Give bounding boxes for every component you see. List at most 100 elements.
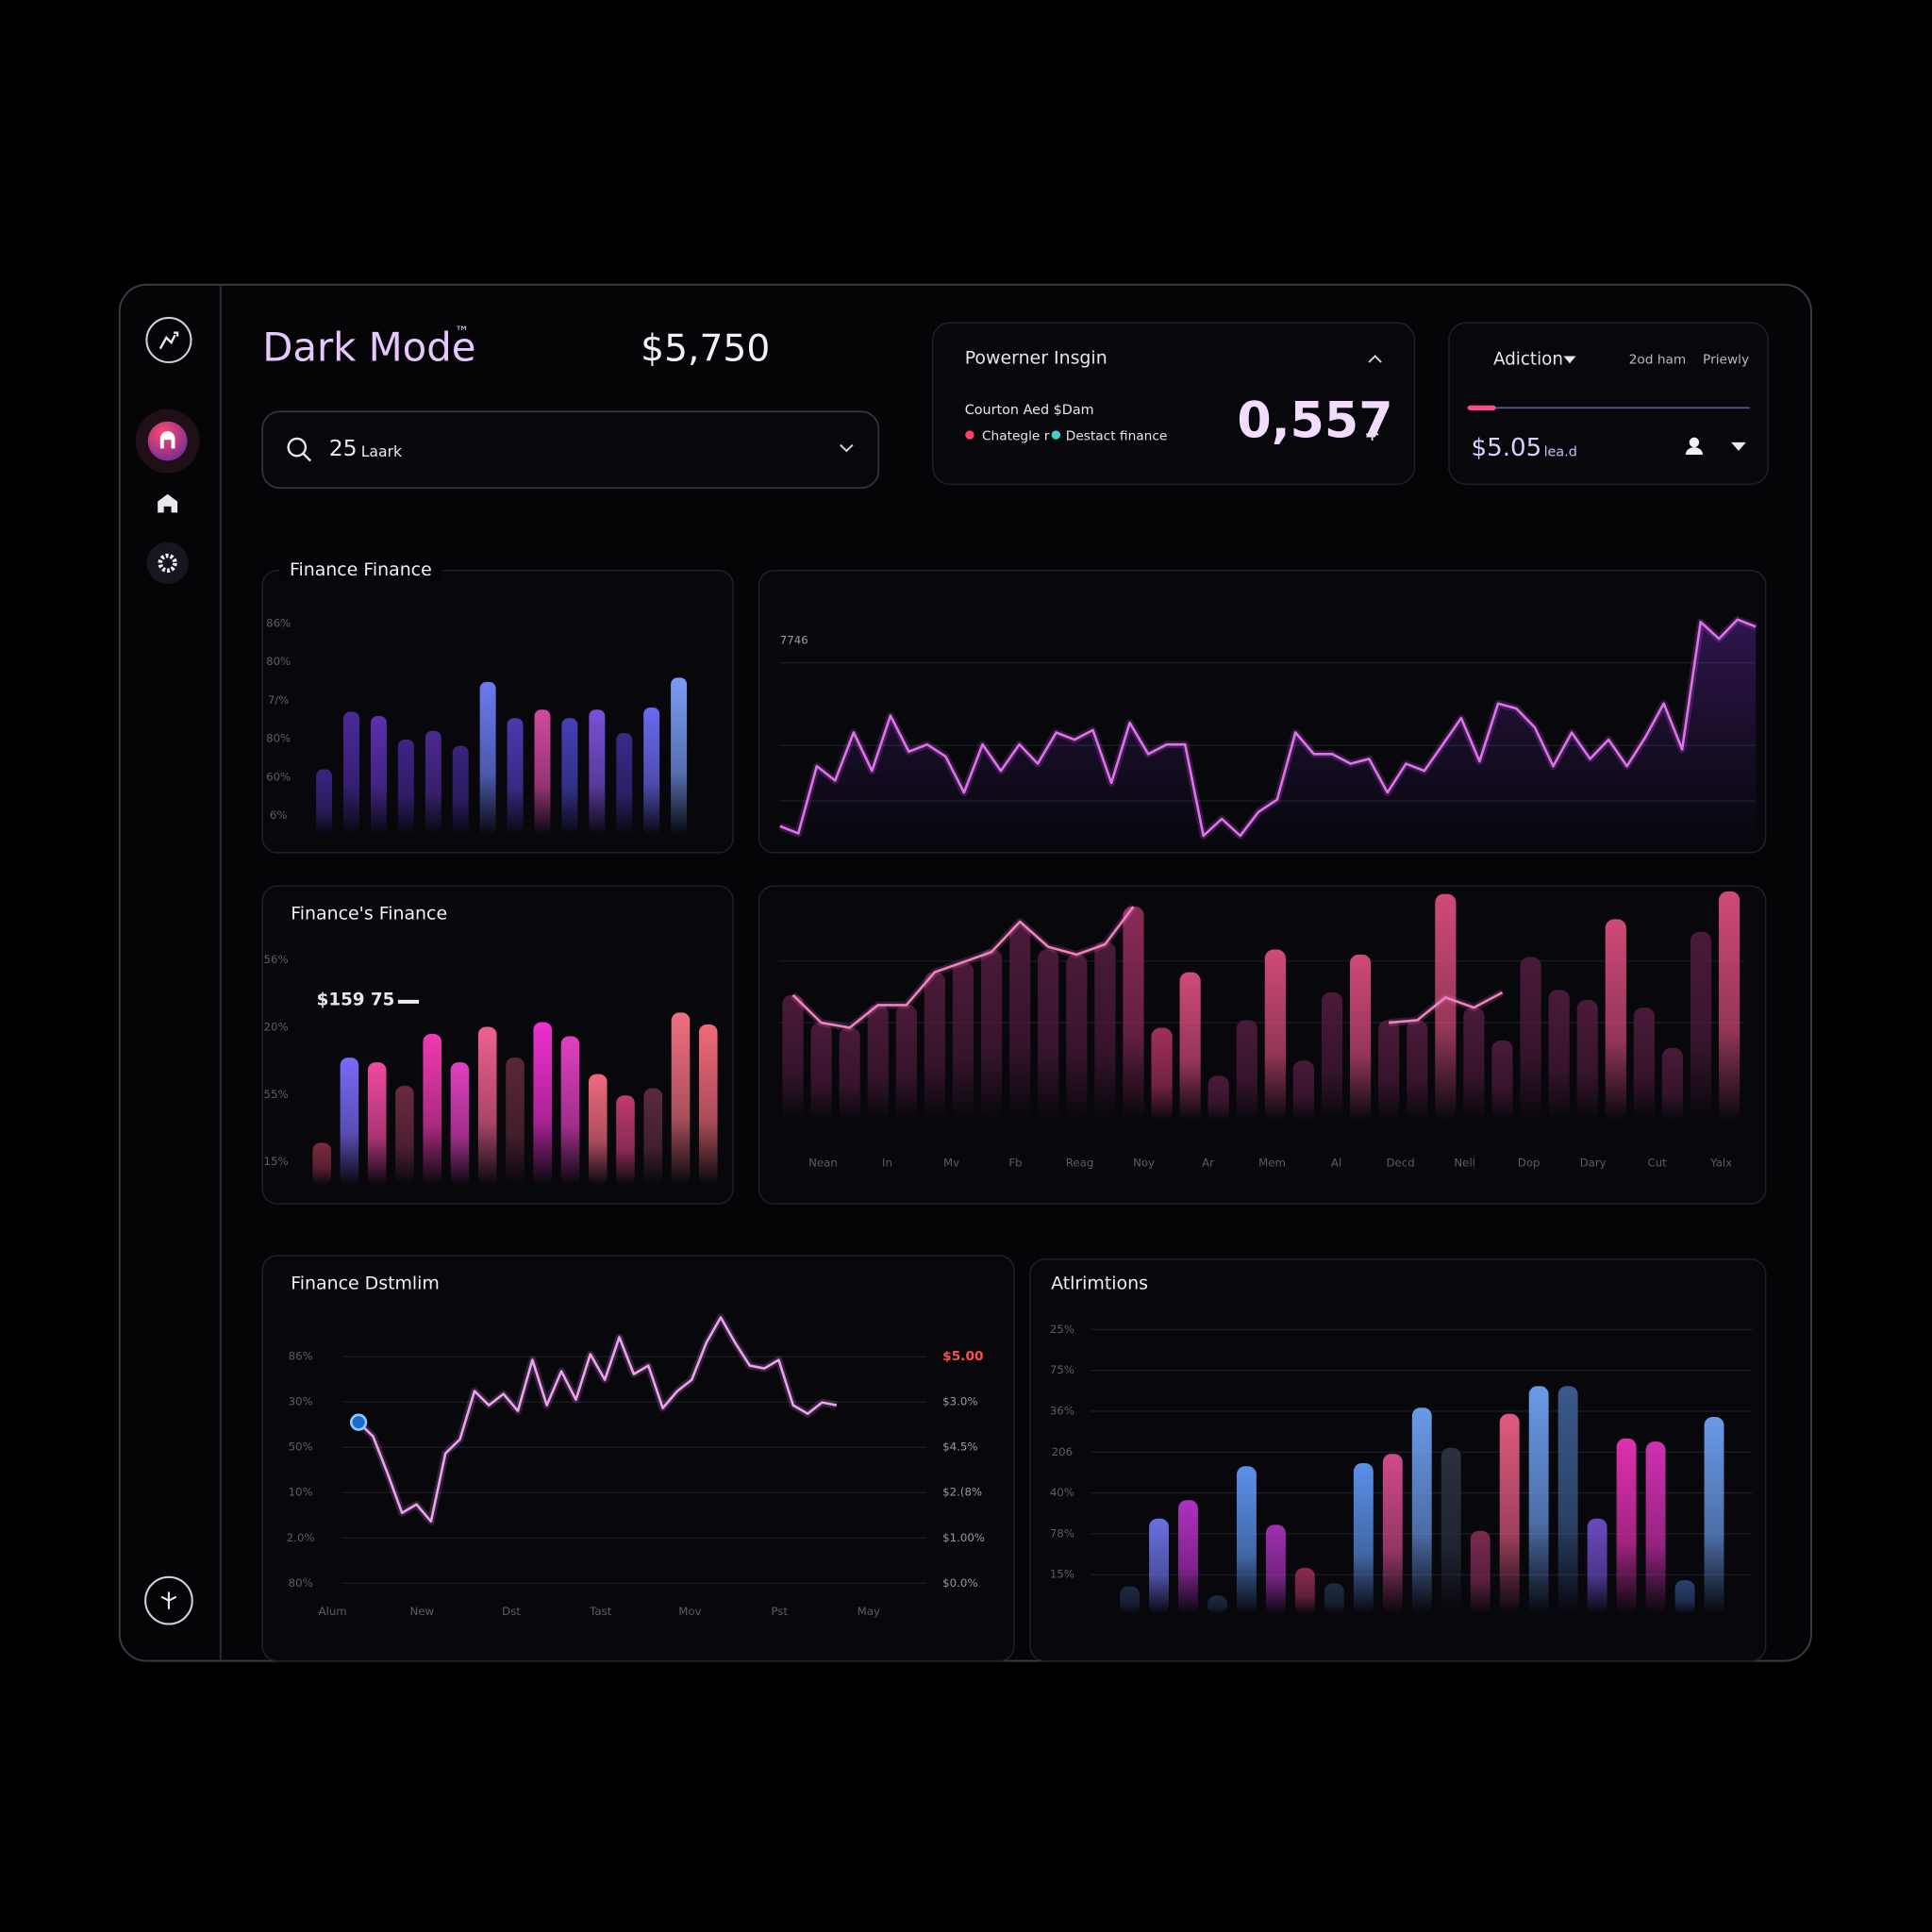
insight-title: Powerner Insgin: [965, 348, 1108, 369]
y-axis-label: 6%: [270, 808, 288, 822]
bar: [588, 1074, 608, 1186]
y-axis-label: 10%: [289, 1486, 313, 1499]
line: [358, 1316, 838, 1524]
bar: [1378, 1020, 1400, 1122]
x-axis-label: Nell: [1454, 1156, 1475, 1169]
right-axis-label: $0.0%: [942, 1576, 977, 1590]
x-axis-label: Dary: [1580, 1156, 1607, 1169]
dropdown-arrow: [1563, 356, 1576, 364]
active-nav-icon: [159, 431, 175, 449]
bar: [839, 1027, 860, 1122]
legend-dot: [1051, 430, 1061, 440]
bar: [1704, 1417, 1724, 1615]
x-axis-label: Alum: [319, 1605, 347, 1618]
bar: [1294, 1568, 1315, 1615]
bar: [1587, 1518, 1607, 1615]
y-axis-label: 7/%: [268, 693, 290, 707]
logo-button[interactable]: [145, 316, 192, 364]
chart-panel: Finance Dstmlim 86% 30% 50% 10% 2.0% 80% $5.00 $…: [261, 1255, 1015, 1662]
bar: [1038, 949, 1059, 1122]
bar: [895, 1005, 917, 1122]
y-axis-label: 60%: [266, 770, 291, 783]
bar: [671, 677, 688, 836]
bar: [980, 949, 1003, 1122]
x-axis-label: Fb: [1008, 1156, 1022, 1169]
bar: [782, 994, 804, 1122]
x-axis-label: Pst: [771, 1605, 788, 1618]
bar: [1382, 1454, 1403, 1615]
bar: [1208, 1595, 1227, 1615]
bar: [1661, 1047, 1684, 1122]
bar: [1264, 949, 1286, 1122]
right-axis-label: $5.00: [942, 1349, 983, 1364]
y-axis-label: 75%: [1050, 1363, 1074, 1376]
bar: [643, 1088, 663, 1186]
bar: [1151, 1027, 1173, 1122]
bar: [1349, 954, 1372, 1122]
bar: [1179, 972, 1201, 1122]
bar: [1149, 1518, 1169, 1615]
bar: [1435, 893, 1457, 1122]
right-axis-label: $4.5%: [942, 1441, 977, 1454]
bar: [810, 1023, 832, 1122]
search-icon: [287, 437, 308, 458]
y-axis-label: 36%: [1050, 1404, 1074, 1417]
active-nav-button[interactable]: [147, 421, 188, 461]
home-button[interactable]: [158, 493, 178, 513]
bar: [367, 1062, 387, 1186]
chart-panel: Finance's Finance 56% 20% 55% 15% $159 75: [261, 885, 734, 1205]
bar: [1499, 1413, 1520, 1615]
y-axis-label: 20%: [264, 1020, 289, 1033]
bar: [1094, 941, 1116, 1122]
bar: [370, 716, 387, 836]
x-axis-label: Dst: [502, 1605, 521, 1618]
bar: [1324, 1583, 1344, 1615]
filter-tab[interactable]: 2od ham: [1629, 352, 1687, 367]
bar: [1520, 957, 1541, 1122]
bar: [589, 709, 606, 836]
filter-card: [1448, 322, 1770, 486]
bar: [507, 718, 524, 836]
bar: [343, 711, 360, 836]
line: [791, 906, 1504, 1029]
bar: [1178, 1500, 1198, 1615]
search-value: 25: [329, 435, 358, 461]
bar: [643, 707, 660, 836]
bar: [1605, 919, 1626, 1122]
search-box[interactable]: [261, 410, 880, 490]
x-axis-label: Dop: [1518, 1156, 1541, 1169]
chart-title: Finance's Finance: [291, 904, 447, 924]
y-axis-label: 15%: [1050, 1568, 1074, 1581]
search-icon-handle: [302, 452, 311, 462]
x-axis-label: Decd: [1386, 1156, 1414, 1169]
x-axis-label: Al: [1331, 1156, 1341, 1169]
chart-label: 7746: [780, 634, 808, 647]
bar: [312, 1142, 331, 1186]
bar: [1236, 1466, 1257, 1615]
bar: [1066, 954, 1088, 1122]
collapse-button[interactable]: [1368, 355, 1382, 363]
page-title: Dark Mode: [262, 324, 475, 370]
filter-tab[interactable]: Priewly: [1703, 352, 1749, 367]
add-button[interactable]: [144, 1575, 193, 1625]
filter-dropdown[interactable]: Adiction: [1493, 349, 1563, 369]
panel: [261, 569, 734, 854]
point-marker: [349, 1413, 368, 1431]
bar: [534, 709, 551, 836]
search-dropdown[interactable]: [840, 443, 854, 453]
bar: [1321, 992, 1343, 1122]
bar: [560, 1036, 580, 1186]
bar: [1463, 1008, 1485, 1122]
user-icon[interactable]: [1689, 437, 1700, 448]
y-axis-label: 55%: [264, 1088, 289, 1101]
chart-panel: Finance Finance 86% 80% 7/% 80% 60% 6%: [261, 559, 734, 854]
bar: [340, 1058, 359, 1186]
settings-icon: [158, 553, 177, 574]
x-axis-label: Tast: [589, 1605, 612, 1618]
user-dropdown[interactable]: [1731, 441, 1746, 452]
bar: [452, 745, 469, 836]
y-axis-label: 56%: [264, 953, 289, 966]
settings-button[interactable]: [146, 541, 189, 585]
bar: [1411, 1407, 1432, 1615]
y-axis-label: 80%: [266, 655, 291, 668]
